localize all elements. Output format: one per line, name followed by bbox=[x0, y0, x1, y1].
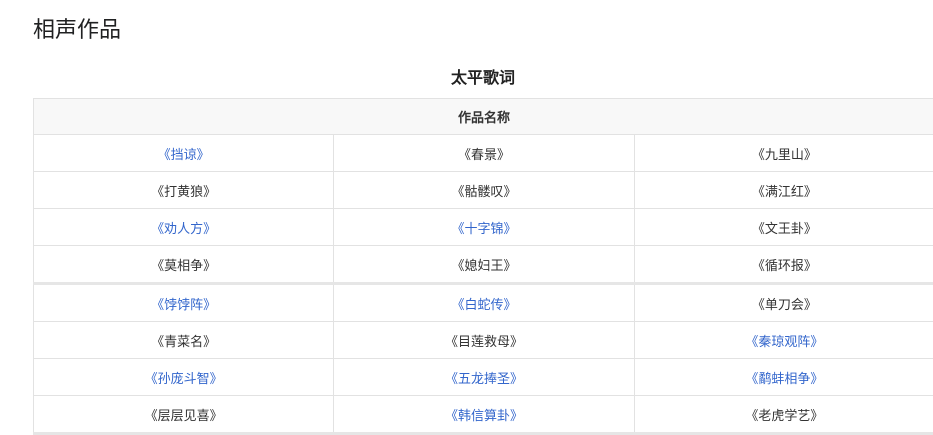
work-link[interactable]: 《十字锦》 bbox=[451, 222, 516, 237]
table-cell: 《饽饽阵》 bbox=[34, 284, 334, 322]
table-cell: 《挡谅》 bbox=[34, 135, 334, 172]
work-title: 《层层见喜》 bbox=[145, 409, 223, 424]
work-title: 《文王卦》 bbox=[752, 222, 817, 237]
work-title: 《打黄狼》 bbox=[151, 185, 216, 200]
work-link[interactable]: 《秦琼观阵》 bbox=[745, 335, 823, 350]
work-link[interactable]: 《鹬蚌相争》 bbox=[745, 372, 823, 387]
work-title: 《春景》 bbox=[458, 148, 510, 163]
table-cell: 《层层见喜》 bbox=[34, 396, 334, 434]
table-cell: 《劝人方》 bbox=[34, 209, 334, 246]
work-title: 《满江红》 bbox=[752, 185, 817, 200]
table-cell: 《十字锦》 bbox=[334, 209, 634, 246]
table-caption: 太平歌词 bbox=[33, 64, 933, 88]
work-title: 《老虎学艺》 bbox=[745, 409, 823, 424]
table-cell: 《文王卦》 bbox=[634, 209, 933, 246]
work-link[interactable]: 《韩信算卦》 bbox=[445, 409, 523, 424]
work-link[interactable]: 《孙庞斗智》 bbox=[145, 372, 223, 387]
table-cell: 《春景》 bbox=[334, 135, 634, 172]
table-cell: 《骷髅叹》 bbox=[334, 172, 634, 209]
table-cell: 《满江红》 bbox=[634, 172, 933, 209]
work-title: 《青菜名》 bbox=[151, 335, 216, 350]
table-cell: 《莫相争》 bbox=[34, 246, 334, 284]
work-link[interactable]: 《劝人方》 bbox=[151, 222, 216, 237]
table-row: 《挡谅》 《春景》 《九里山》 bbox=[34, 135, 933, 172]
table-header: 作品名称 bbox=[34, 99, 933, 135]
work-title: 《单刀会》 bbox=[752, 298, 817, 313]
work-title: 《九里山》 bbox=[752, 148, 817, 163]
table-cell: 《鹬蚌相争》 bbox=[634, 359, 933, 396]
work-title: 《骷髅叹》 bbox=[451, 185, 516, 200]
page-title: 相声作品 bbox=[33, 12, 121, 44]
table-row: 《劝人方》 《十字锦》 《文王卦》 bbox=[34, 209, 933, 246]
table-cell: 《白蛇传》 bbox=[334, 284, 634, 322]
table-cell: 《秦琼观阵》 bbox=[634, 322, 933, 359]
table-cell: 《五龙捧圣》 bbox=[334, 359, 634, 396]
table-cell: 《孙庞斗智》 bbox=[34, 359, 334, 396]
work-link[interactable]: 《五龙捧圣》 bbox=[445, 372, 523, 387]
work-link[interactable]: 《饽饽阵》 bbox=[151, 298, 216, 313]
table-cell: 《韩信算卦》 bbox=[334, 396, 634, 434]
work-link[interactable]: 《挡谅》 bbox=[158, 148, 210, 163]
table-cell: 《九里山》 bbox=[634, 135, 933, 172]
work-link[interactable]: 《白蛇传》 bbox=[451, 298, 516, 313]
works-table: 作品名称 《挡谅》 《春景》 《九里山》《打黄狼》 《骷髅叹》 《满江红》《劝人方》 《十… bbox=[33, 98, 933, 435]
table-row: 《层层见喜》 《韩信算卦》 《老虎学艺》 bbox=[34, 396, 933, 434]
work-title: 《目莲救母》 bbox=[445, 335, 523, 350]
table-row: 《打黄狼》 《骷髅叹》 《满江红》 bbox=[34, 172, 933, 209]
table-cell: 《媳妇王》 bbox=[334, 246, 634, 284]
work-title: 《莫相争》 bbox=[151, 259, 216, 274]
table-cell: 《单刀会》 bbox=[634, 284, 933, 322]
table-cell: 《青菜名》 bbox=[34, 322, 334, 359]
work-title: 《媳妇王》 bbox=[451, 259, 516, 274]
table-row: 《莫相争》 《媳妇王》 《循环报》 bbox=[34, 246, 933, 284]
table-row: 《青菜名》 《目莲救母》 《秦琼观阵》 bbox=[34, 322, 933, 359]
table-cell: 《老虎学艺》 bbox=[634, 396, 933, 434]
table-cell: 《目莲救母》 bbox=[334, 322, 634, 359]
work-title: 《循环报》 bbox=[752, 259, 817, 274]
table-row: 《孙庞斗智》 《五龙捧圣》 《鹬蚌相争》 bbox=[34, 359, 933, 396]
table-cell: 《循环报》 bbox=[634, 246, 933, 284]
table-cell: 《打黄狼》 bbox=[34, 172, 334, 209]
table-row: 《饽饽阵》 《白蛇传》 《单刀会》 bbox=[34, 284, 933, 322]
